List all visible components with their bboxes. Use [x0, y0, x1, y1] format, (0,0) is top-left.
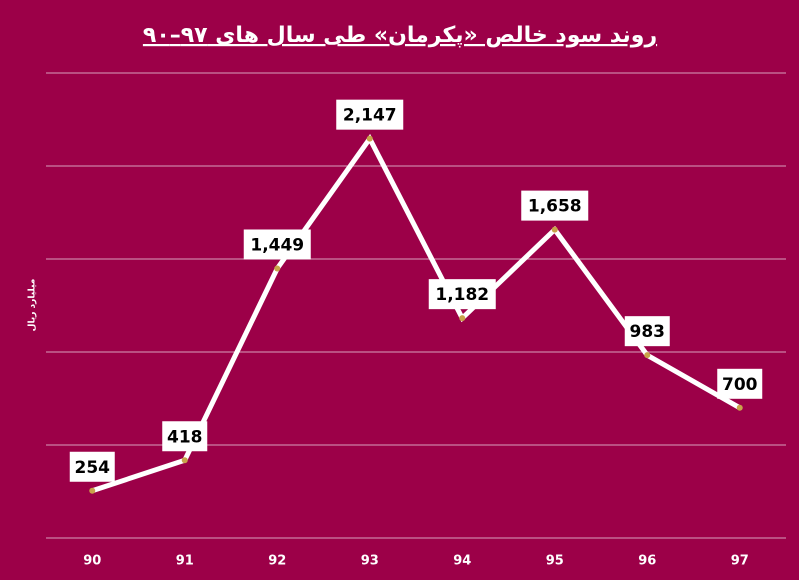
- x-tick-label: 92: [268, 554, 286, 569]
- x-tick-label: 93: [361, 554, 379, 569]
- x-tick-label: 95: [546, 554, 564, 569]
- marker: [736, 404, 743, 411]
- value-label-box: [243, 229, 311, 260]
- x-tick-label: 97: [731, 554, 749, 569]
- marker: [181, 457, 188, 464]
- value-label-box: [336, 99, 404, 130]
- value-label: 1,182: [435, 285, 489, 305]
- value-label: 1,449: [250, 235, 304, 255]
- marker: [366, 135, 373, 142]
- chart-title: روند سود خالص «پکرمان» طی سال های ۹۷–۹۰: [143, 23, 657, 48]
- value-label-box: [717, 368, 763, 399]
- value-label-box: [69, 451, 115, 482]
- marker: [644, 352, 651, 359]
- value-label-box: [521, 190, 589, 221]
- x-tick-label: 90: [83, 554, 101, 569]
- value-label: 254: [75, 458, 111, 478]
- value-label: 418: [167, 427, 203, 447]
- x-tick-label: 96: [638, 554, 656, 569]
- x-tick-label: 94: [453, 554, 471, 569]
- marker: [274, 265, 281, 272]
- value-label-box: [428, 279, 496, 310]
- value-label-box: [624, 316, 670, 347]
- marker: [551, 226, 558, 233]
- value-label: 1,658: [528, 197, 582, 217]
- y-axis-label: میلیارد ریال: [28, 279, 38, 332]
- value-label: 983: [630, 322, 666, 342]
- marker: [89, 487, 96, 494]
- value-label-box: [162, 421, 208, 452]
- value-label: 2,147: [343, 106, 397, 126]
- value-label: 700: [722, 375, 758, 395]
- x-tick-label: 91: [176, 554, 194, 569]
- marker: [459, 315, 466, 322]
